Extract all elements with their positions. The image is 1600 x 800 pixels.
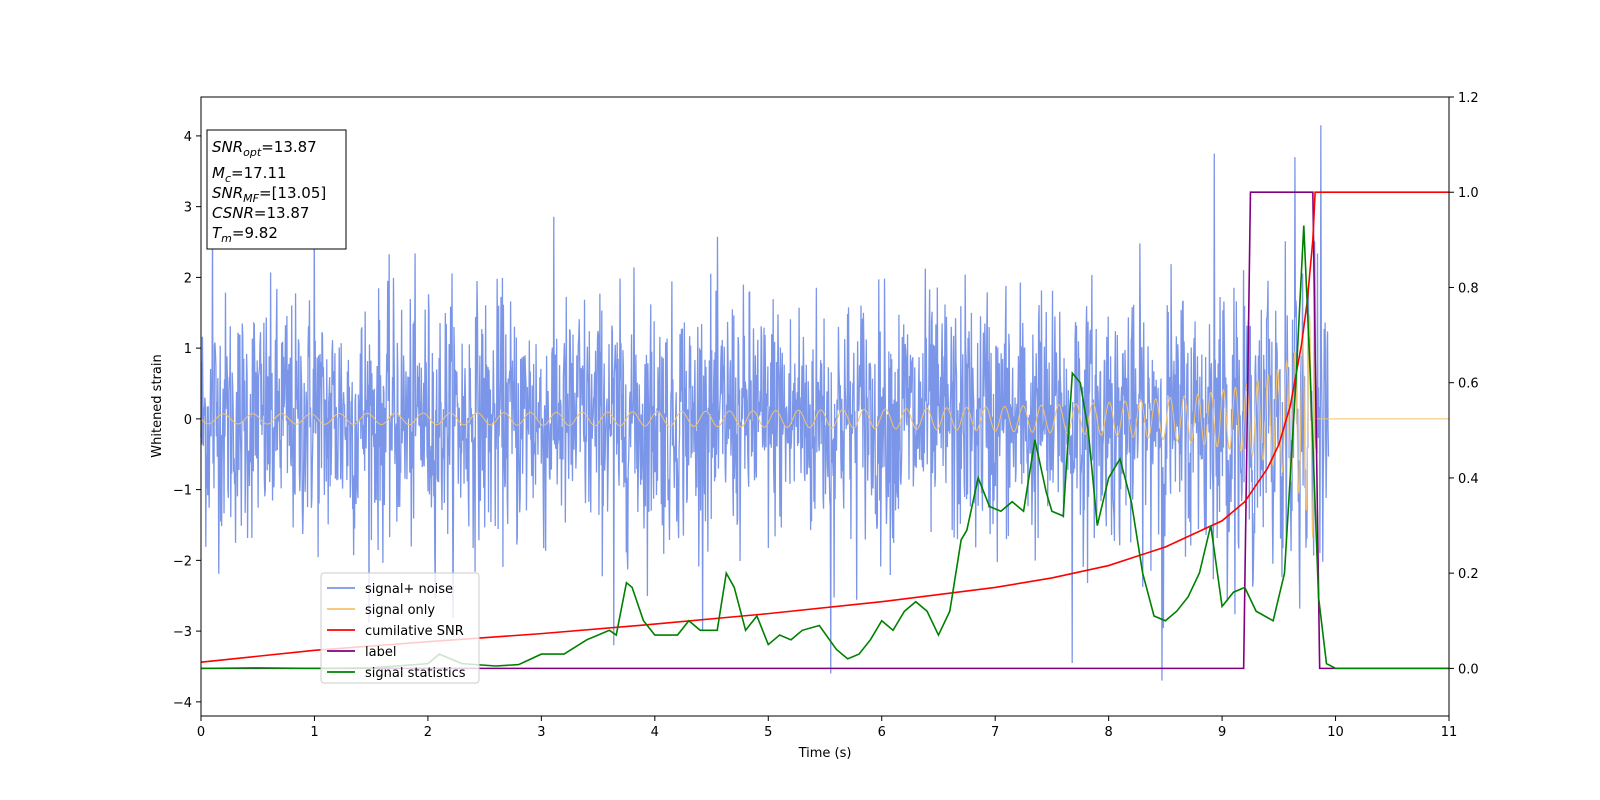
y-right-tick-label: 1.2 — [1458, 91, 1479, 106]
x-tick-label: 7 — [991, 725, 999, 740]
info-tm-value: 9.82 — [244, 224, 277, 242]
legend-frame — [320, 572, 480, 684]
info-snr-mf-value: [13.05] — [272, 184, 327, 202]
legend-label-signal-noise: signal+ noise — [365, 582, 453, 597]
x-tick-label: 10 — [1327, 725, 1344, 740]
y-left-tick-label: 1 — [184, 342, 192, 357]
y-left-tick-label: −4 — [173, 696, 192, 711]
x-tick-label: 4 — [651, 725, 659, 740]
y-left-tick-label: −1 — [173, 484, 192, 499]
x-tick-label: 8 — [1104, 725, 1112, 740]
y-right-tick-label: 0.8 — [1458, 281, 1479, 296]
x-axis-label: Time (s) — [798, 746, 852, 761]
info-csnr-value: 13.87 — [267, 204, 310, 222]
y-left-tick-label: −2 — [173, 554, 192, 569]
y-left-tick-label: −3 — [173, 625, 192, 640]
y-left-tick-label: 0 — [184, 413, 192, 428]
legend: signal+ noise signal only cumilative SNR la… — [320, 572, 480, 684]
y-right-tick-label: 0.0 — [1458, 662, 1479, 677]
info-box-frame — [206, 129, 347, 250]
x-tick-label: 3 — [537, 725, 545, 740]
y-right-tick-label: 0.6 — [1458, 377, 1479, 392]
info-tm: Tm=9.82 — [212, 224, 278, 245]
x-tick-label: 2 — [424, 725, 432, 740]
x-tick-label: 6 — [878, 725, 886, 740]
y-right-tick-label: 0.4 — [1458, 472, 1479, 487]
y-left-tick-label: 3 — [184, 201, 192, 216]
cumilative-snr-line — [200, 191, 1449, 663]
y-left-tick-label: 4 — [184, 130, 192, 145]
x-axis: 0 1 2 3 4 5 6 7 8 9 10 11 — [197, 716, 1457, 740]
info-csnr: CSNR=13.87 — [212, 204, 309, 222]
signal-only-series — [200, 315, 1449, 538]
right-axis-series — [200, 191, 1449, 670]
x-tick-label: 11 — [1441, 725, 1458, 740]
plot-frame — [200, 96, 1450, 717]
legend-label-label: label — [365, 645, 396, 660]
y-right-tick-label: 1.0 — [1458, 186, 1479, 201]
x-tick-label: 5 — [764, 725, 772, 740]
legend-label-signal-statistics: signal statistics — [365, 666, 466, 681]
info-box: SNRopt=13.87 Mc=17.11 SNRMF=[13.05] CSNR… — [206, 129, 347, 250]
signal-statistics-line — [200, 225, 1449, 670]
info-mc-value: 17.11 — [244, 164, 287, 182]
y-axis-right: 0.0 0.2 0.4 0.6 0.8 1.0 1.2 — [1449, 91, 1479, 677]
y-right-tick-label: 0.2 — [1458, 567, 1479, 582]
y-left-tick-label: 2 — [184, 271, 192, 286]
info-snr-opt-value: 13.87 — [274, 138, 317, 156]
x-tick-label: 1 — [310, 725, 318, 740]
signal-only-line — [200, 315, 1449, 538]
y-axis-label: Whitened strain — [150, 354, 165, 457]
y-axis-left: −4 −3 −2 −1 0 1 2 3 4 — [173, 130, 201, 711]
legend-label-signal-only: signal only — [365, 603, 435, 618]
legend-label-cumilative-snr: cumilative SNR — [365, 624, 464, 639]
info-snr-opt: SNRopt=13.87 — [212, 138, 317, 159]
x-tick-label: 0 — [197, 725, 205, 740]
info-mc: Mc=17.11 — [212, 164, 287, 185]
signal-noise-series — [200, 125, 1330, 681]
signal-noise-line — [200, 125, 1330, 681]
info-snr-mf: SNRMF=[13.05] — [212, 184, 326, 205]
x-tick-label: 9 — [1218, 725, 1226, 740]
